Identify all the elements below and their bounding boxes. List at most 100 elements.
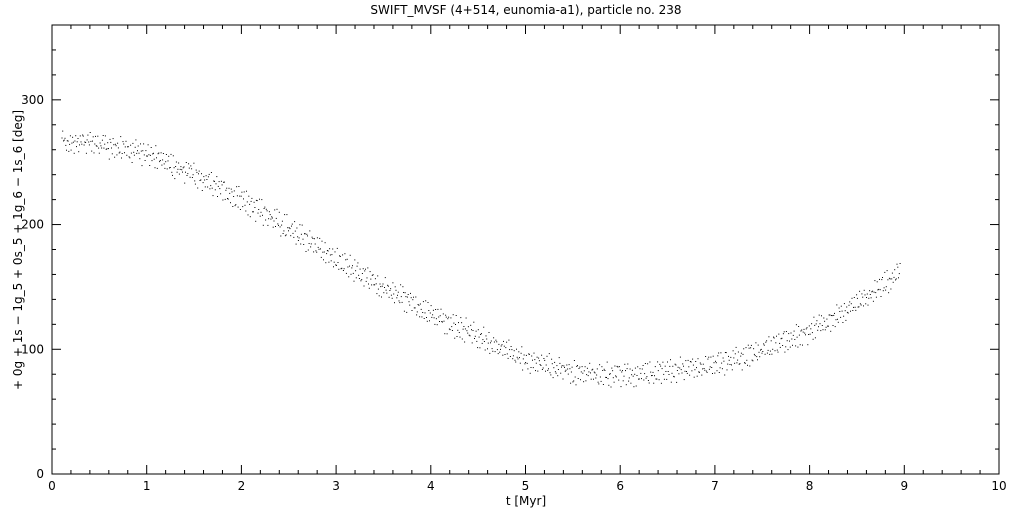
data-point — [74, 140, 76, 142]
data-point — [865, 303, 867, 305]
data-point — [321, 240, 323, 242]
data-point — [564, 370, 566, 372]
data-point — [695, 361, 697, 362]
data-point — [97, 135, 99, 137]
data-point — [127, 146, 129, 148]
data-point — [409, 304, 411, 306]
data-point — [896, 263, 898, 265]
data-point — [621, 371, 623, 373]
data-point — [819, 323, 821, 325]
data-point — [149, 165, 151, 166]
data-point — [698, 371, 700, 373]
data-point — [456, 336, 458, 337]
data-point — [836, 304, 838, 306]
data-point — [146, 155, 148, 157]
data-point — [424, 312, 426, 314]
data-point — [471, 342, 473, 344]
data-point — [721, 362, 723, 364]
data-point — [522, 369, 524, 371]
data-point — [78, 151, 80, 153]
data-point — [134, 146, 136, 148]
y-tick-label: 200 — [21, 218, 44, 232]
data-point — [229, 192, 231, 194]
data-point — [115, 145, 117, 147]
data-point — [168, 155, 170, 157]
data-point — [239, 209, 241, 210]
data-point — [333, 266, 334, 268]
data-point — [837, 318, 838, 320]
data-point — [105, 148, 107, 150]
data-point — [175, 166, 177, 167]
data-point — [149, 154, 151, 156]
data-point — [372, 274, 374, 276]
data-point — [380, 286, 382, 288]
data-point — [589, 362, 591, 364]
data-point — [496, 349, 498, 351]
data-point — [331, 254, 333, 256]
data-point — [702, 368, 704, 370]
data-point — [720, 352, 722, 354]
data-point — [455, 324, 456, 325]
data-point — [93, 152, 95, 154]
data-point — [575, 384, 577, 386]
data-point — [509, 356, 511, 357]
data-point — [430, 305, 432, 307]
data-point — [539, 364, 541, 365]
data-point — [759, 356, 761, 358]
data-point — [106, 148, 108, 150]
data-point — [802, 344, 803, 346]
data-point — [833, 314, 835, 316]
data-point — [296, 227, 298, 229]
data-point — [723, 360, 725, 362]
data-point — [740, 355, 742, 357]
data-point — [307, 235, 308, 237]
data-point — [119, 151, 121, 153]
data-point — [300, 243, 302, 245]
data-point — [719, 367, 721, 369]
data-point — [63, 139, 65, 141]
data-point — [881, 279, 883, 281]
data-point — [272, 226, 274, 228]
data-point — [590, 372, 591, 374]
data-point — [453, 322, 455, 324]
data-point — [884, 271, 886, 273]
data-point — [779, 342, 781, 344]
data-point — [734, 353, 736, 355]
data-point — [747, 344, 749, 346]
data-point — [645, 377, 647, 379]
data-point — [110, 141, 112, 143]
data-point — [528, 353, 530, 355]
x-tick-label: 8 — [806, 479, 814, 493]
data-point — [531, 355, 533, 357]
data-point — [798, 334, 800, 336]
data-point — [104, 135, 106, 137]
data-point — [143, 154, 145, 156]
data-point — [220, 193, 222, 195]
data-point — [550, 374, 552, 376]
data-point — [242, 206, 244, 208]
data-point — [711, 367, 713, 368]
data-point — [559, 362, 561, 364]
axis-ticks — [51, 24, 1000, 475]
data-point — [241, 191, 243, 193]
data-point — [583, 381, 585, 383]
data-point — [844, 310, 846, 312]
data-point — [516, 356, 518, 358]
data-point — [752, 360, 754, 362]
data-point — [545, 370, 546, 372]
data-point — [715, 360, 716, 362]
data-point — [303, 244, 305, 245]
data-point — [775, 342, 777, 344]
data-point — [198, 170, 200, 172]
data-point — [494, 351, 496, 353]
data-point — [518, 351, 520, 353]
data-point — [744, 362, 745, 364]
data-point — [856, 297, 858, 299]
data-point — [587, 375, 589, 377]
data-point — [172, 155, 174, 157]
data-point — [554, 371, 556, 373]
data-point — [463, 326, 465, 327]
data-point — [157, 153, 159, 155]
data-point — [490, 340, 492, 342]
data-point — [162, 159, 164, 161]
